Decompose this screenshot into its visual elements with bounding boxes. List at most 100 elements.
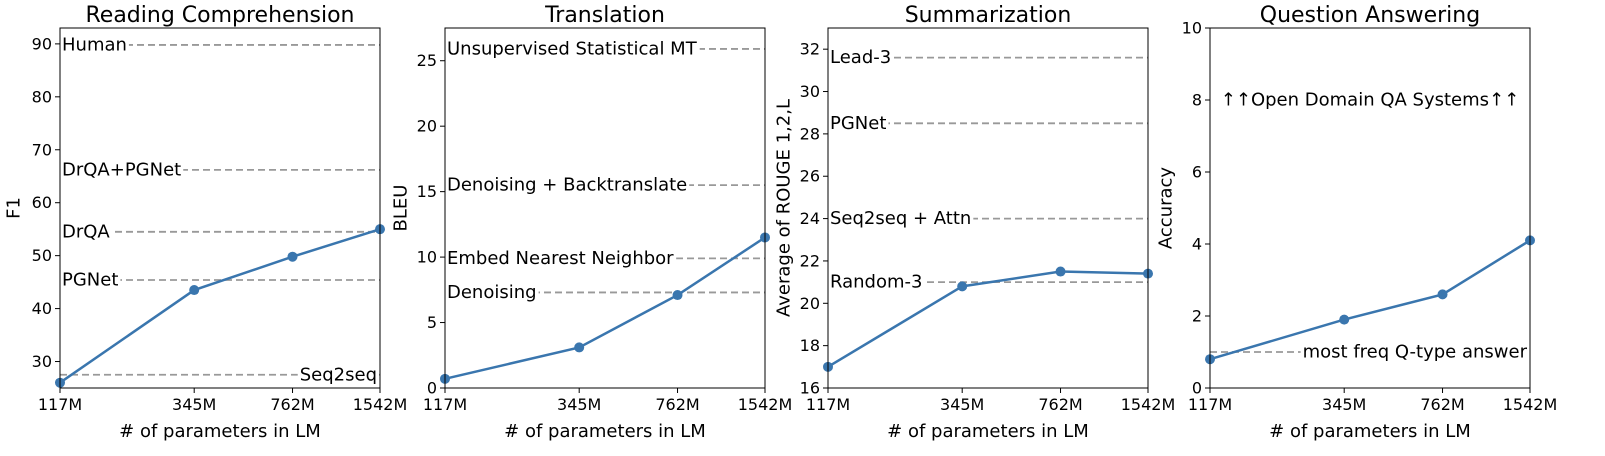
y-tick-label: 40 xyxy=(32,299,52,318)
reference-label-background xyxy=(445,281,539,303)
reference-label: most freq Q-type answer xyxy=(1303,342,1528,363)
x-tick-label: 117M xyxy=(423,395,467,414)
y-tick-label: 60 xyxy=(32,193,52,212)
reference-label-background xyxy=(60,159,184,181)
reference-label-background xyxy=(60,34,129,56)
reference-label: Random-3 xyxy=(830,272,922,293)
y-axis-label: Average of ROUGE 1,2,L xyxy=(774,99,795,317)
data-point xyxy=(287,251,298,262)
y-tick-label: 28 xyxy=(800,124,820,143)
reference-label-background xyxy=(445,38,700,60)
reference-label: PGNet xyxy=(62,270,118,291)
reference-label: Seq2seq + Attn xyxy=(830,208,971,229)
data-point xyxy=(957,281,968,292)
data-point xyxy=(672,290,683,301)
y-tick-label: 18 xyxy=(800,336,820,355)
reference-label-background xyxy=(828,271,925,293)
x-tick-label: 762M xyxy=(655,395,699,414)
x-tick-label: 117M xyxy=(806,395,850,414)
reference-label: Seq2seq xyxy=(300,364,377,385)
y-tick-label: 15 xyxy=(417,182,437,201)
plot-frame xyxy=(59,27,381,389)
reference-label: Unsupervised Statistical MT xyxy=(447,38,698,59)
reference-label: DrQA+PGNet xyxy=(62,159,181,180)
y-tick-label: 8 xyxy=(1192,91,1202,110)
series-line xyxy=(1209,239,1531,361)
chart-panel-0: Reading Comprehension Human DrQA+PGNet DrQA… xyxy=(4,3,408,442)
x-axis-label: # of parameters in LM xyxy=(119,421,321,442)
y-tick-label: 25 xyxy=(417,51,437,70)
y-tick-label: 26 xyxy=(800,167,820,186)
y-tick-label: 20 xyxy=(417,117,437,136)
y-tick-label: 90 xyxy=(32,34,52,53)
x-tick-label: 1542M xyxy=(353,395,408,414)
chart-title: Question Answering xyxy=(1260,3,1480,28)
x-axis-label: # of parameters in LM xyxy=(504,421,706,442)
y-tick-label: 30 xyxy=(800,82,820,101)
y-tick-label: 2 xyxy=(1192,307,1202,326)
y-tick-label: 4 xyxy=(1192,235,1202,254)
y-tick-label: 6 xyxy=(1192,163,1202,182)
chart-panel-1: Translation Unsupervised Statistical MT De… xyxy=(391,3,793,442)
reference-label: PGNet xyxy=(830,113,886,134)
y-axis-label: BLEU xyxy=(391,185,412,232)
data-point xyxy=(1437,289,1448,300)
y-tick-label: 30 xyxy=(32,352,52,371)
y-tick-label: 32 xyxy=(800,40,820,59)
y-tick-label: 70 xyxy=(32,140,52,159)
reference-label: Lead-3 xyxy=(830,47,891,68)
chart-panel-3: Question Answering most freq Q-type answe… xyxy=(1156,3,1558,442)
y-tick-label: 10 xyxy=(417,248,437,267)
reference-label-background xyxy=(297,364,379,386)
x-tick-label: 762M xyxy=(1420,395,1464,414)
y-axis-label: Accuracy xyxy=(1156,167,1177,250)
chart-panel-2: Summarization Lead-3 PGNet Seq2seq + Attn Ra… xyxy=(774,3,1176,442)
reference-label-background xyxy=(1300,341,1530,363)
series-line xyxy=(59,227,381,384)
reference-label: Denoising xyxy=(447,282,537,303)
chart-title: Summarization xyxy=(905,3,1072,28)
x-tick-label: 117M xyxy=(1188,395,1232,414)
series-line xyxy=(827,270,1149,368)
data-point xyxy=(189,285,200,296)
x-tick-label: 762M xyxy=(1038,395,1082,414)
x-tick-label: 345M xyxy=(172,395,216,414)
chart-title: Reading Comprehension xyxy=(85,3,354,28)
reference-label: Embed Nearest Neighbor xyxy=(447,248,674,269)
x-tick-label: 1542M xyxy=(738,395,793,414)
y-tick-label: 80 xyxy=(32,87,52,106)
reference-label-background xyxy=(445,174,690,196)
x-tick-label: 117M xyxy=(38,395,82,414)
reference-label-background xyxy=(445,247,677,269)
y-tick-label: 5 xyxy=(427,313,437,332)
reference-label-background xyxy=(60,269,121,291)
y-tick-label: 16 xyxy=(800,379,820,398)
reference-label: Denoising + Backtranslate xyxy=(447,175,687,196)
y-tick-label: 0 xyxy=(427,379,437,398)
data-point xyxy=(1339,314,1350,325)
y-tick-label: 20 xyxy=(800,294,820,313)
x-tick-label: 345M xyxy=(557,395,601,414)
data-point xyxy=(574,342,585,353)
series-line xyxy=(444,236,766,381)
y-tick-label: 24 xyxy=(800,209,820,228)
reference-label-background xyxy=(828,47,894,69)
y-tick-label: 22 xyxy=(800,251,820,270)
plot-frame xyxy=(444,27,766,389)
x-tick-label: 345M xyxy=(1322,395,1366,414)
y-tick-label: 0 xyxy=(1192,379,1202,398)
x-axis-label: # of parameters in LM xyxy=(1269,421,1471,442)
x-tick-label: 762M xyxy=(270,395,314,414)
reference-label-background xyxy=(828,112,889,134)
chart-title: Translation xyxy=(544,3,665,28)
reference-label: Human xyxy=(62,34,127,55)
annotation: ↑↑Open Domain QA Systems↑↑ xyxy=(1221,90,1519,111)
x-tick-label: 1542M xyxy=(1121,395,1176,414)
x-axis-label: # of parameters in LM xyxy=(887,421,1089,442)
reference-label: DrQA xyxy=(62,221,110,242)
y-tick-label: 10 xyxy=(1182,19,1202,38)
y-tick-label: 50 xyxy=(32,246,52,265)
x-tick-label: 345M xyxy=(940,395,984,414)
data-point xyxy=(1055,266,1066,277)
